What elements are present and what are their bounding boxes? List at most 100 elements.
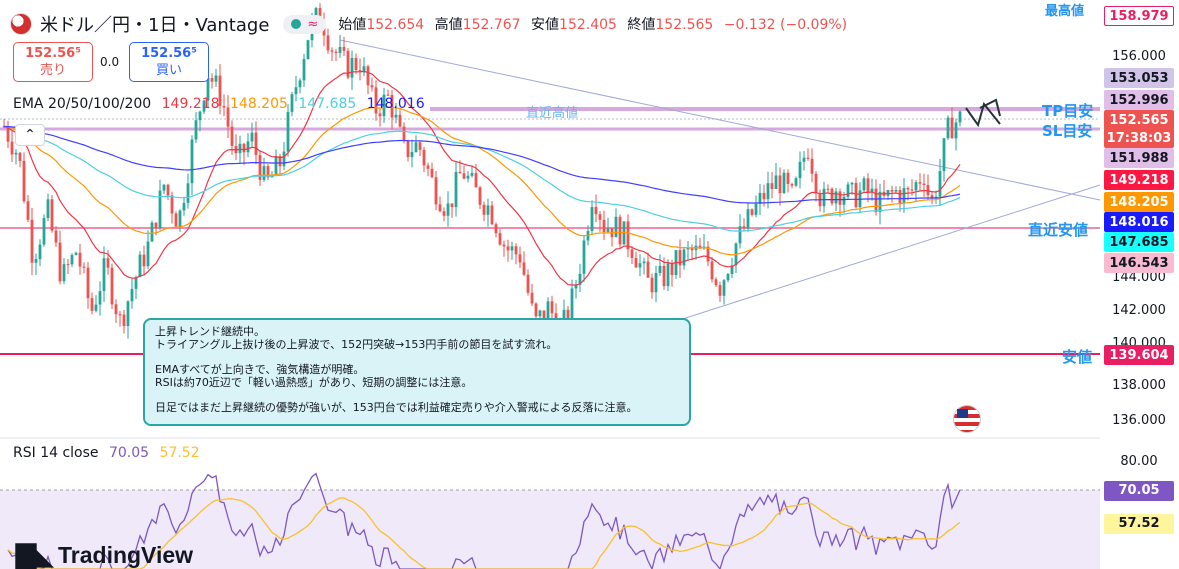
candle-body xyxy=(530,292,534,304)
candle-body xyxy=(518,254,522,263)
candle-body xyxy=(926,184,930,196)
candle-body xyxy=(82,266,86,268)
price-tag: 17:38:03 xyxy=(1104,128,1174,148)
candle-body xyxy=(22,160,26,202)
sell-price: 152.56⁵ xyxy=(25,46,81,61)
candle-body xyxy=(846,184,850,197)
candle-body xyxy=(742,226,746,229)
candle-body xyxy=(46,199,50,219)
rsi-ma-line xyxy=(7,497,961,569)
candle-body xyxy=(826,188,830,190)
candle-body xyxy=(174,213,178,227)
ema-legend[interactable]: EMA 20/50/100/200 149.218 148.205 147.68… xyxy=(13,96,431,112)
candle-body xyxy=(614,216,618,238)
candle-body xyxy=(102,258,106,292)
candle-body xyxy=(38,244,42,260)
candle-body xyxy=(838,191,842,205)
candle-body xyxy=(62,264,66,282)
sell-button[interactable]: 152.56⁵ 売り xyxy=(13,42,93,82)
candle-body xyxy=(334,51,338,53)
candle-body xyxy=(410,152,414,158)
candle-body xyxy=(490,205,494,225)
candle-body xyxy=(366,66,370,86)
rsi-line xyxy=(7,472,961,569)
low-label: 安値 xyxy=(531,17,560,33)
candle-body xyxy=(850,182,854,185)
candle-body xyxy=(950,117,954,139)
candle-body xyxy=(262,166,266,180)
candle-body xyxy=(306,40,310,60)
candle-body xyxy=(442,211,446,216)
candle-body xyxy=(458,171,462,174)
candle-body xyxy=(58,242,62,282)
candle-body xyxy=(438,204,442,212)
candle-body xyxy=(650,277,654,293)
candle-body xyxy=(70,254,74,265)
recent-high-label: 直近高値 xyxy=(526,106,579,121)
ohlc-readout: 始値152.654 高値152.767 安値152.405 終値152.565 … xyxy=(338,14,853,34)
candle-body xyxy=(386,94,390,96)
candle-body xyxy=(522,262,526,275)
candle-body xyxy=(326,35,330,51)
symbol-title[interactable]: 米ドル／円・1日・Vantage xyxy=(40,15,270,36)
price-tag: 151.988 xyxy=(1104,148,1174,168)
candle-body xyxy=(654,272,658,293)
analysis-note[interactable]: 上昇トレンド継続中。 トライアングル上抜け後の上昇波で、152円突破→153円手… xyxy=(143,318,691,426)
candle-body xyxy=(374,87,378,114)
candle-body xyxy=(706,246,710,262)
candle-body xyxy=(486,205,490,215)
sl-label: SL目安 xyxy=(1042,122,1093,140)
tradingview-logo[interactable]: ▇◣ TradingView xyxy=(16,540,193,569)
candle-body xyxy=(602,219,606,233)
candle-body xyxy=(242,143,246,153)
candle-body xyxy=(230,126,234,146)
usd-jpy-flag-icon xyxy=(10,13,32,35)
candle-body xyxy=(450,203,454,208)
rsi-band xyxy=(0,490,1100,569)
candle-body xyxy=(422,149,426,166)
price-tag: 146.543 xyxy=(1104,253,1174,273)
candle-body xyxy=(766,183,770,200)
candle-body xyxy=(878,191,882,213)
candle-body xyxy=(498,233,502,245)
candle-body xyxy=(810,158,814,174)
candle-body xyxy=(258,155,262,180)
candle-body xyxy=(738,226,742,244)
candle-body xyxy=(526,274,530,293)
candle-body xyxy=(794,178,798,186)
candle-body xyxy=(626,221,630,250)
candle-body xyxy=(670,263,674,275)
candle-body xyxy=(730,265,734,274)
candle-body xyxy=(814,173,818,194)
rsi-tick: 80.00 xyxy=(1120,454,1158,469)
price-tag: 139.604 xyxy=(1104,345,1174,365)
candle-body xyxy=(186,183,190,203)
candle-body xyxy=(566,309,570,321)
candle-body xyxy=(902,187,906,204)
candle-body xyxy=(342,47,346,51)
us-flag-event-icon[interactable] xyxy=(953,405,981,433)
note-line-1: 上昇トレンド継続中。 xyxy=(155,325,265,338)
buy-button[interactable]: 152.56⁵ 買い xyxy=(129,42,209,82)
candle-body xyxy=(302,59,306,81)
candle-body xyxy=(398,114,402,127)
candle-body xyxy=(574,284,578,289)
candle-body xyxy=(678,250,682,266)
candle-body xyxy=(954,122,958,139)
open-label: 始値 xyxy=(338,17,367,33)
market-open-dot-icon xyxy=(291,19,302,29)
candle-body xyxy=(590,206,594,231)
candle-body xyxy=(294,87,298,95)
low-value: 152.405 xyxy=(559,17,617,33)
candle-body xyxy=(634,258,638,268)
rsi-legend[interactable]: RSI 14 close 70.05 57.52 xyxy=(13,445,200,461)
candle-body xyxy=(406,140,410,158)
tradingview-mark-icon: ▇◣ xyxy=(16,540,53,569)
candle-body xyxy=(446,203,450,216)
candle-body xyxy=(454,171,458,208)
market-status-pill[interactable]: ≈ xyxy=(283,14,327,34)
collapse-legend-button[interactable]: ⌃ xyxy=(15,124,45,146)
candle-body xyxy=(698,245,702,249)
